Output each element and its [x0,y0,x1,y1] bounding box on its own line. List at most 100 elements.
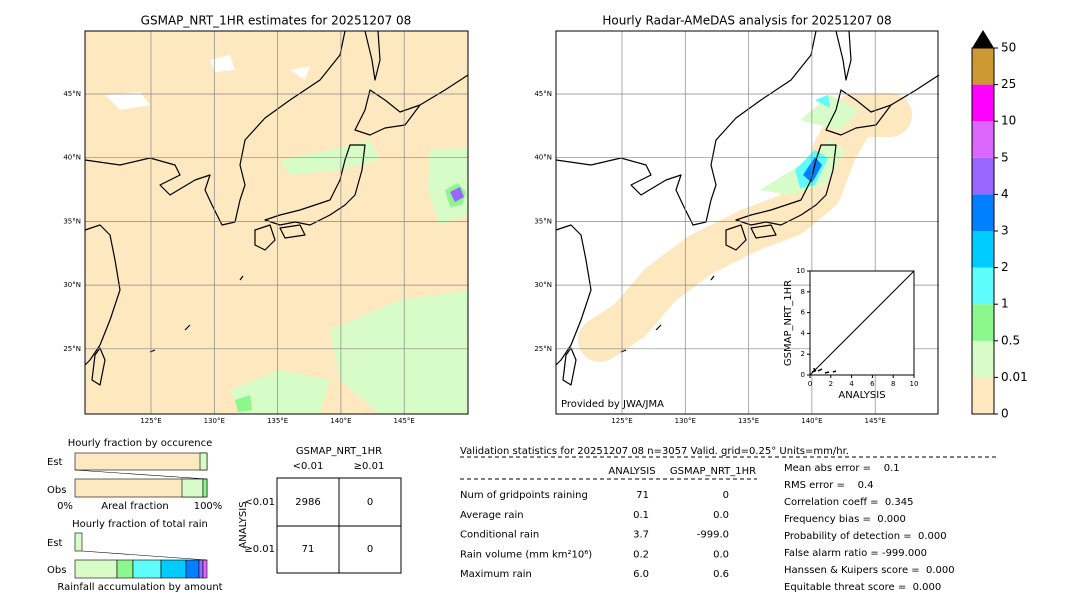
x-tick-label: 10 [910,380,919,388]
lon-label: 130°E [675,417,696,425]
colorbar-label: 5 [1001,150,1009,164]
lon-label: 140°E [801,417,822,425]
right-map: 45°N 40°N 35°N 30°N 25°N 125°E 130°E 135°E 140°E… [534,14,940,425]
diagonal [809,270,915,376]
score: Mean abs error = 0.1 [784,463,900,474]
lat-label: 35°N [63,217,81,225]
obs-bar [160,559,187,579]
lon-label: 125°E [611,417,632,425]
y-tick-label: 4 [801,329,806,337]
x-tick-label: 6 [870,380,875,388]
lon-label: 135°E [738,417,759,425]
score: Frequency bias = 0.000 [784,514,906,525]
inset-y-label: GSMAP_NRT_1HR [783,280,794,366]
total-rain-panel: Hourly fraction of total rain Est Obs Ra… [47,519,223,593]
lat-label: 35°N [534,217,552,225]
lat-label: 25°N [534,345,552,353]
connector [74,469,208,480]
inset-scatter: ANALYSIS GSMAP_NRT_1HR 0 2 4 6 8 10 0 2 4 6 8 10 [783,267,918,401]
colorbar-segment [972,157,994,195]
estimate-value: -999.0 [697,530,729,541]
colorbar-label: 0 [1001,407,1009,421]
estimate-value: 0 [723,490,729,501]
heavy-rain-area [803,157,822,183]
validation-table: Validation statistics for 20251207 08 n=… [460,446,996,593]
lon-label: 130°E [204,417,225,425]
obs-bar [185,559,200,579]
colorbar-label: 2 [1001,260,1009,274]
obs-bar [132,559,162,579]
row-label: Est [47,538,63,549]
colorbar-label: 10 [1001,114,1016,128]
row-label: Obs [47,565,66,576]
colorbar-segment [972,267,994,305]
heavy-rain-area [450,187,464,202]
lat-label: 30°N [534,281,552,289]
y-tick-label: 10 [796,267,805,275]
cell: 0 [367,544,373,555]
est-bar [199,452,208,471]
estimate-value: 0.0 [713,510,729,521]
validation-title: Validation statistics for 20251207 08 n=… [460,446,849,457]
axis-label: 0% [57,501,73,512]
score: Hanssen & Kuipers score = 0.000 [784,565,955,576]
axis-label: Areal fraction [101,501,168,512]
row-label: Conditional rain [460,530,539,541]
lon-label: 145°E [394,417,415,425]
lon-label: 145°E [865,417,886,425]
est-bar [74,452,208,471]
contingency-table: GSMAP_NRT_1HR <0.01 ≥0.01 ANALYSIS <0.01… [238,446,402,574]
no-data-area [105,55,310,110]
analysis-value: 6.0 [633,569,649,580]
axis-label: Rainfall accumulation by amount [57,582,222,593]
map-title: Hourly Radar-AMeDAS analysis for 2025120… [602,14,891,28]
row-header: <0.01 [244,497,275,508]
lat-label: 25°N [63,345,81,353]
axis-label: ANALYSIS [238,501,249,548]
y-tick-label: 2 [801,350,805,358]
column-header: GSMAP_NRT_1HR [670,466,756,477]
lat-label: 40°N [534,154,552,162]
analysis-value: 0.2 [633,549,649,560]
colorbar-segment [972,377,994,414]
colorbar-segment [972,121,994,158]
colorbar-label: 25 [1001,77,1016,91]
x-tick-label: 8 [891,380,895,388]
light-rain-area [760,95,860,195]
scatter-points [811,367,837,374]
colorbar-label: 3 [1001,224,1009,238]
map-title: GSMAP_NRT_1HR estimates for 20251207 08 [141,14,412,28]
map-frame [555,30,939,415]
cell: 0 [367,497,373,508]
x-tick-label: 2 [829,380,833,388]
obs-bar [202,559,208,579]
row-header: ≥0.01 [244,544,275,555]
colorbar-label: 50 [1001,41,1016,55]
left-map: 45°N 40°N 35°N 30°N 25°N 125°E 130°E 135°E 140°E… [63,14,469,425]
colorbar-label: 0.5 [1001,333,1020,347]
x-tick-label: 0 [808,380,812,388]
colorbar: 0 0.01 0.5 1 2 3 4 5 10 25 50 [971,30,1028,421]
colorbar-segment [972,340,994,378]
colorbar-label: 1 [1001,297,1009,311]
obs-bar [181,478,204,498]
obs-bar [116,559,134,579]
lon-label: 140°E [330,417,351,425]
row-label: Num of gridpoints raining [460,490,588,501]
score: Probability of detection = 0.000 [784,531,947,542]
occurrence-panel: Hourly fraction by occurence Est Obs 0% … [47,438,222,512]
panel-title: Hourly fraction by occurence [68,438,212,449]
light-rain-area [230,140,468,414]
credit: Provided by JWA/JMA [561,399,664,410]
score: False alarm ratio = -999.000 [784,548,927,559]
colorbar-label: 0.01 [1001,370,1028,384]
score: Equitable threat score = 0.000 [784,582,941,593]
score: RMS error = 0.4 [784,480,874,491]
row-label: Est [47,457,63,468]
cell: 71 [302,544,315,555]
column-header: ≥0.01 [354,461,385,472]
y-tick-label: 8 [801,288,805,296]
axis-label: 100% [194,501,223,512]
obs-bar [198,559,204,579]
rain-area [235,395,252,412]
